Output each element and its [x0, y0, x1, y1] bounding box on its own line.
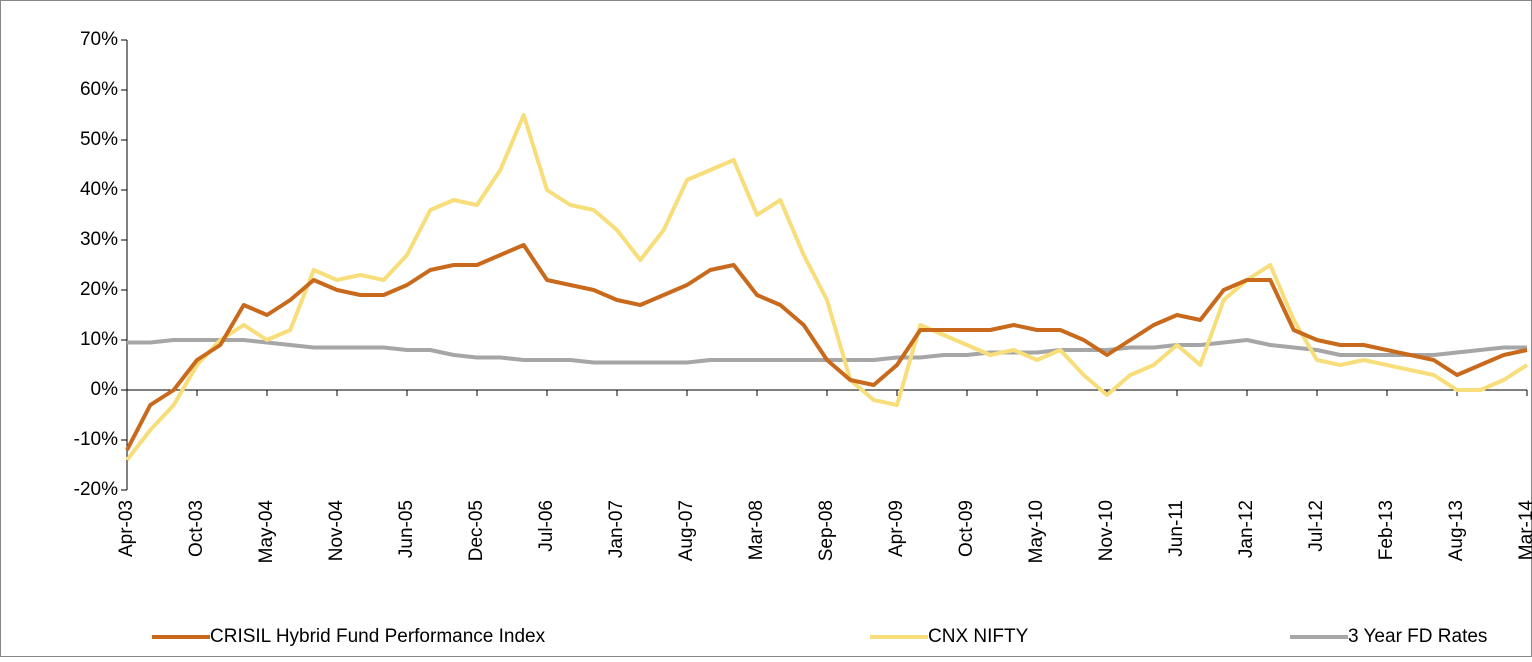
x-tick-label: Dec-05 [466, 500, 487, 561]
y-tick-label: 30% [80, 229, 118, 250]
y-tick-label: 70% [80, 29, 118, 50]
y-tick-label: -20% [74, 479, 118, 500]
x-tick-label: Apr-03 [116, 500, 137, 557]
x-tick-label: Jan-12 [1236, 500, 1257, 558]
x-tick-label: Jan-07 [606, 500, 627, 558]
y-tick-label: 40% [80, 179, 118, 200]
x-tick-label: Mar-08 [746, 500, 767, 560]
x-tick-label: Jul-06 [536, 500, 557, 552]
x-tick-label: Aug-13 [1446, 500, 1467, 561]
y-tick-label: -10% [74, 429, 118, 450]
y-tick-label: 20% [80, 279, 118, 300]
x-tick-label: Sep-08 [816, 500, 837, 561]
x-tick-label: Apr-09 [886, 500, 907, 557]
x-tick-label: Jul-12 [1306, 500, 1327, 552]
x-tick-label: Mar-14 [1516, 500, 1532, 561]
series-line [125, 113, 1529, 462]
x-tick-label: Feb-13 [1376, 500, 1397, 560]
series-line [125, 243, 1528, 451]
y-tick-label: 0% [91, 379, 119, 400]
y-tick-label: 60% [80, 79, 118, 100]
x-tick-label: Jun-05 [396, 500, 417, 558]
legend-label: CNX NIFTY [928, 626, 1029, 647]
x-tick-label: Nov-10 [1096, 500, 1117, 561]
x-tick-label: Jun-11 [1166, 500, 1187, 557]
y-tick-label: 10% [80, 329, 118, 350]
x-tick-label: May-04 [256, 500, 277, 564]
legend-label: CRISIL Hybrid Fund Performance Index [210, 626, 546, 647]
x-tick-label: Oct-09 [956, 500, 977, 557]
y-tick-label: 50% [80, 129, 118, 150]
x-tick-label: Aug-07 [676, 500, 697, 561]
legend-label: 3 Year FD Rates [1348, 626, 1487, 647]
x-tick-label: May-10 [1026, 500, 1047, 563]
x-tick-label: Oct-03 [186, 500, 207, 557]
x-tick-label: Nov-04 [326, 500, 347, 562]
